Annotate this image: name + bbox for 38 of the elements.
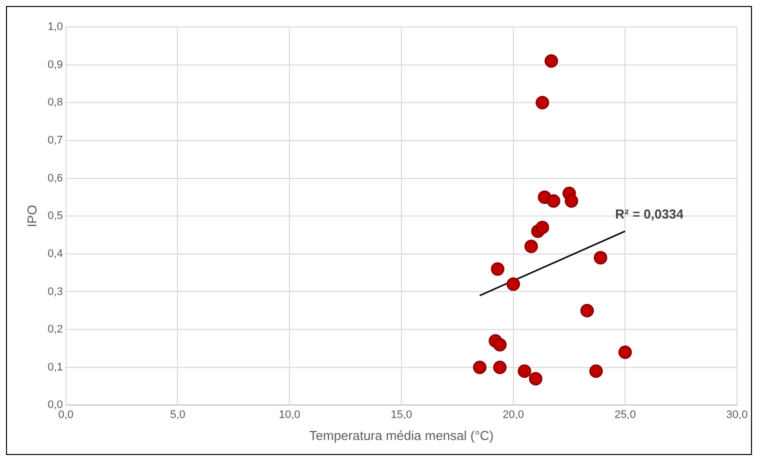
y-tick-label: 0,9 bbox=[48, 58, 63, 71]
point bbox=[506, 277, 520, 291]
x-tick-label: 0,0 bbox=[58, 408, 74, 421]
y-tick-label: 0,3 bbox=[48, 286, 63, 298]
y-tick-label: 0,2 bbox=[48, 324, 63, 336]
point bbox=[580, 304, 594, 318]
x-tick-label: 10,0 bbox=[278, 408, 300, 421]
point bbox=[546, 194, 560, 208]
point bbox=[536, 96, 550, 110]
point bbox=[493, 360, 507, 374]
annotation: R² = 0,0334 bbox=[615, 206, 684, 222]
point bbox=[564, 194, 578, 208]
y-tick-label: 0,4 bbox=[48, 248, 63, 260]
y-tick-label: 0,0 bbox=[48, 399, 63, 412]
y-tick-label: 0,1 bbox=[48, 361, 63, 374]
point bbox=[490, 262, 504, 276]
point bbox=[618, 346, 632, 359]
y-axis-title: IPO bbox=[24, 204, 40, 228]
point bbox=[518, 364, 532, 378]
point bbox=[493, 338, 507, 352]
x-tick-label: 25,0 bbox=[614, 408, 636, 421]
x-tick-label: 5,0 bbox=[170, 408, 186, 421]
point bbox=[589, 364, 603, 378]
y-tick-label: 0,5 bbox=[48, 210, 63, 222]
point bbox=[536, 220, 550, 234]
point bbox=[528, 372, 542, 386]
x-tick-label: 15,0 bbox=[390, 408, 412, 421]
y-tick-label: 0,8 bbox=[48, 96, 63, 109]
point bbox=[472, 360, 486, 374]
point bbox=[524, 240, 538, 254]
x-tick-label: 20,0 bbox=[502, 408, 524, 421]
y-tick-label: 1,0 bbox=[48, 21, 63, 34]
x-axis-title: Temperatura média mensal (°C) bbox=[309, 428, 494, 443]
y-tick-label: 0,7 bbox=[48, 134, 63, 146]
point bbox=[594, 250, 608, 264]
x-tick-label: 30,0 bbox=[726, 408, 748, 421]
point bbox=[544, 54, 558, 68]
y-tick-label: 0,6 bbox=[48, 172, 63, 184]
